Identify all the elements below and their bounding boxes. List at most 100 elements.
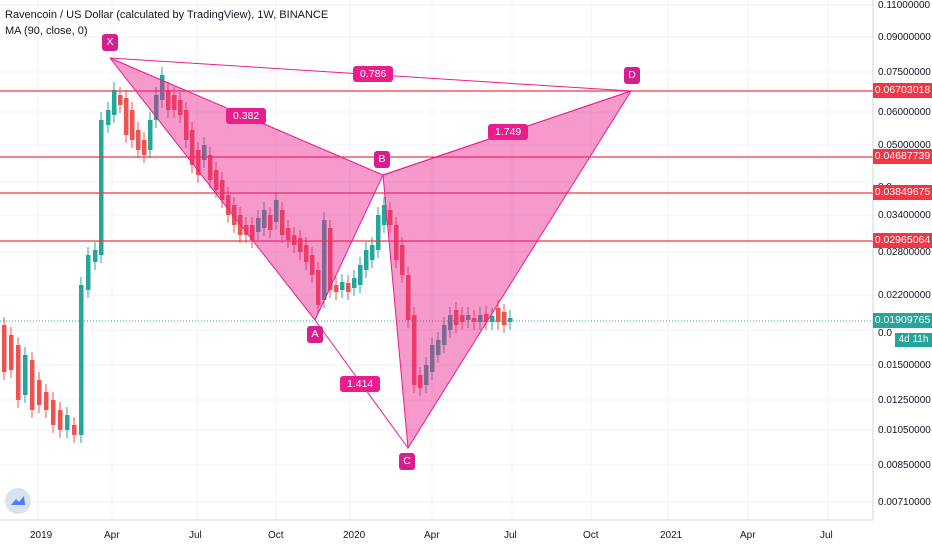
candle-body	[2, 325, 7, 372]
pattern-point-c[interactable]: C	[399, 453, 415, 470]
x-tick: 2019	[30, 530, 53, 541]
candle-body	[358, 265, 363, 285]
y-tick: 0.03400000	[878, 210, 931, 221]
candle-body	[30, 360, 35, 410]
harmonic-pattern	[109, 57, 633, 450]
candle-body	[154, 95, 159, 120]
bar-countdown: 4d 11h	[895, 333, 932, 347]
candle-body	[496, 308, 501, 322]
candle-body	[112, 90, 117, 115]
candle-body	[262, 210, 267, 228]
ratio-label-bcd[interactable]: 1.749	[488, 124, 529, 140]
candle-body	[424, 365, 429, 385]
level-price-label: 0.04687739	[873, 149, 932, 164]
candle-body	[472, 318, 477, 322]
candle-body	[244, 225, 249, 235]
candle-body	[412, 315, 417, 385]
x-tick: 2020	[343, 530, 366, 541]
x-tick: Apr	[104, 530, 120, 541]
x-tick: Oct	[268, 530, 284, 541]
ratio-label-xd[interactable]: 0.786	[353, 66, 394, 82]
y-tick: 0.01050000	[878, 425, 931, 436]
level-price-label: 0.03849675	[873, 185, 932, 200]
candles	[2, 67, 513, 443]
candle-body	[220, 180, 225, 200]
y-tick: 0.01250000	[878, 395, 931, 406]
y-tick: 0.02800000	[878, 247, 931, 258]
candle-body	[508, 318, 513, 322]
candle-body	[160, 75, 165, 100]
candle-body	[478, 315, 483, 322]
ratio-label-abc[interactable]: 1.414	[340, 376, 381, 392]
level-price-label: 0.06703018	[873, 83, 932, 98]
x-tick: Apr	[424, 530, 440, 541]
candle-body	[328, 228, 333, 290]
pattern-point-x[interactable]: X	[102, 34, 118, 51]
candle-body	[334, 285, 339, 292]
candle-body	[268, 215, 273, 230]
candle-body	[418, 375, 423, 388]
candle-body	[79, 285, 84, 435]
candle-body	[202, 145, 207, 160]
candle-body	[37, 380, 42, 405]
candle-body	[448, 315, 453, 330]
candle-body	[65, 415, 70, 430]
candle-body	[130, 110, 135, 140]
symbol-title[interactable]: Ravencoin / US Dollar (calculated by Tra…	[5, 9, 329, 21]
candle-body	[376, 215, 381, 250]
x-tick: Oct	[583, 530, 599, 541]
candle-body	[93, 250, 98, 262]
candle-body	[310, 255, 315, 275]
candle-body	[136, 130, 141, 150]
candle-body	[190, 130, 195, 165]
candle-body	[388, 210, 393, 225]
candle-body	[502, 312, 507, 325]
y-tick: 0.11000000	[878, 0, 931, 11]
candle-body	[106, 110, 111, 125]
candle-body	[430, 345, 435, 372]
ma-indicator-label[interactable]: MA (90, close, 0)	[5, 25, 88, 37]
pattern-point-a[interactable]: A	[307, 326, 323, 343]
ratio-label-xab[interactable]: 0.382	[226, 108, 267, 124]
y-tick: 0.01500000	[878, 360, 931, 371]
candle-body	[99, 120, 104, 255]
candle-body	[58, 410, 63, 430]
candle-body	[23, 355, 28, 395]
price-levels	[0, 90, 873, 322]
candle-body	[442, 325, 447, 345]
candle-body	[292, 235, 297, 245]
candle-body	[316, 270, 321, 305]
candle-body	[184, 110, 189, 140]
grid-lines	[0, 0, 873, 520]
candle-body	[322, 220, 327, 300]
x-tick: 2021	[660, 530, 683, 541]
candle-body	[304, 245, 309, 262]
y-tick-partial: 0.0	[878, 328, 892, 339]
candle-body	[340, 282, 345, 290]
y-tick: 0.07500000	[878, 67, 931, 78]
candle-body	[44, 392, 49, 410]
candle-body	[364, 250, 369, 270]
y-tick: 0.06000000	[878, 107, 931, 118]
candle-body	[232, 205, 237, 225]
level-price-label: 0.02965064	[873, 233, 932, 248]
candle-body	[370, 245, 375, 260]
candle-body	[178, 100, 183, 115]
candle-body	[256, 218, 261, 232]
tradingview-logo-icon[interactable]	[5, 488, 31, 514]
candle-body	[400, 245, 405, 275]
candle-body	[166, 90, 171, 110]
candle-body	[346, 283, 351, 292]
candle-body	[196, 150, 201, 175]
candle-body	[214, 170, 219, 190]
chart-legend: Ravencoin / US Dollar (calculated by Tra…	[5, 7, 328, 39]
pattern-point-b[interactable]: B	[374, 151, 390, 168]
x-tick: Jul	[820, 530, 833, 541]
pattern-point-d[interactable]: D	[624, 67, 640, 84]
candle-body	[250, 225, 255, 240]
x-tick: Apr	[740, 530, 756, 541]
candle-body	[274, 200, 279, 222]
candle-body	[484, 314, 489, 322]
